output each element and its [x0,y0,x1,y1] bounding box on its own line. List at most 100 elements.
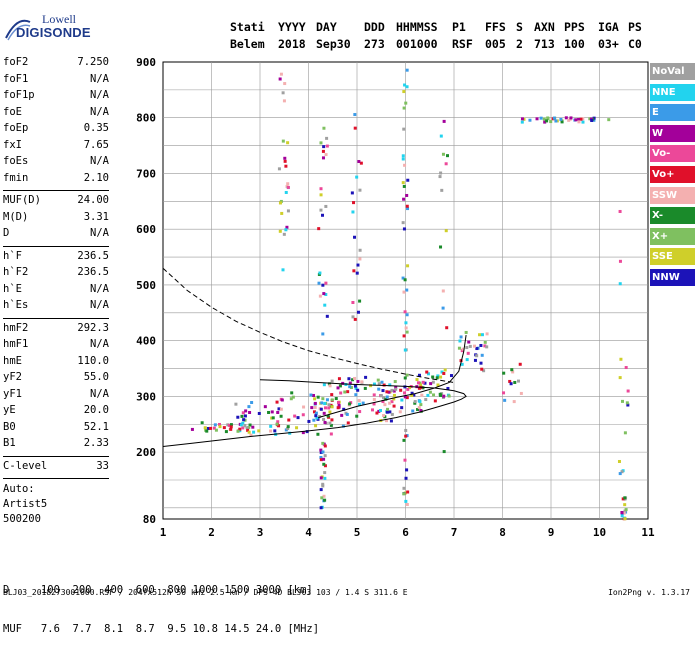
echo-point [387,390,391,394]
y-tick-label: 80 [143,513,156,526]
echo-point [343,390,347,394]
echo-point [402,334,406,338]
echo-point [322,383,326,387]
legend-item-nne: NNE [650,83,695,101]
echo-point [286,427,290,431]
echo-point [347,377,351,381]
echo-point [218,425,222,429]
echo-point [377,387,381,391]
param-name: foE [3,105,22,118]
x-tick-label: 10 [593,526,606,539]
echo-point [449,374,453,378]
echo-point [428,390,432,394]
y-tick-label: 600 [136,223,156,236]
echo-point [404,101,408,105]
echo-point [205,429,209,433]
echo-point [282,99,286,103]
echo-point [248,410,252,414]
echo-point [269,429,273,433]
legend-item-ssw: SSW [650,186,695,204]
echo-point [355,414,359,418]
echo-point [412,393,416,397]
legend-item-vo-: Vo+ [650,165,695,183]
echo-point [352,269,356,273]
echo-point [279,414,283,418]
echo-point [545,119,549,123]
echo-point [319,506,323,510]
echo-point [330,405,334,409]
echo-point [327,403,331,407]
param-name: hmF2 [3,321,29,334]
echo-point [325,136,329,140]
auto-artist: Artist5 [3,498,48,510]
echo-point [479,361,483,365]
echo-point [353,113,357,117]
labels-1: YYYY [278,20,306,34]
echo-point [385,419,389,423]
echo-point [276,410,280,414]
echo-point [405,373,409,377]
echo-point [330,393,334,397]
echo-point [485,345,489,349]
echo-point [516,379,520,383]
echo-point [236,429,240,433]
param-separator [3,190,109,191]
echo-point [441,306,445,310]
echo-point [620,510,624,514]
echo-point [405,503,409,507]
x-tick-label: 6 [402,526,409,539]
echo-point [242,418,246,422]
echo-point [549,120,553,124]
echo-point [321,482,325,486]
param-row: foF1 N/A [3,73,109,90]
echo-point [346,390,350,394]
param-value: N/A [90,387,109,400]
echo-point [385,395,389,399]
echo-point [577,120,581,124]
echo-point [475,354,479,358]
echo-point [241,411,245,415]
echo-point [227,423,231,427]
labels-7: S [516,20,523,34]
echo-point [309,393,313,397]
legend-item-noval: NoVal [650,63,695,80]
echo-point [356,379,360,383]
echo-point [353,384,357,388]
echo-point [342,407,346,411]
echo-point [327,382,331,386]
x-tick-label: 3 [257,526,264,539]
echo-point [247,430,251,434]
param-row: C-level 33 [3,460,109,477]
echo-point [427,372,431,376]
echo-point [243,424,247,428]
echo-point [351,378,355,382]
param-name: B0 [3,420,16,433]
echo-point [322,462,326,466]
echo-point [405,468,409,472]
values-2: Sep30 [316,37,351,51]
echo-point [323,420,327,424]
echo-point [457,346,461,350]
legend-item-nnw: NNW [650,268,695,286]
echo-point [239,423,243,427]
echo-point [404,499,408,503]
echo-point [577,118,581,122]
echo-point [250,401,254,405]
echo-point [322,417,326,421]
echo-point [238,427,242,431]
labels-0: Stati [230,20,265,34]
echo-point [403,310,407,314]
echo-point [574,118,578,122]
echo-point [418,399,422,403]
values-10: 03+ [598,37,619,51]
echo-point [559,117,563,121]
echo-point [419,409,423,413]
echo-point [399,388,403,392]
echo-point [360,380,364,384]
echo-point [330,398,334,402]
echo-point [345,412,349,416]
param-name: B1 [3,437,16,449]
trace-curve [318,335,467,419]
param-name: foF1p [3,89,35,101]
echo-point [403,83,407,87]
